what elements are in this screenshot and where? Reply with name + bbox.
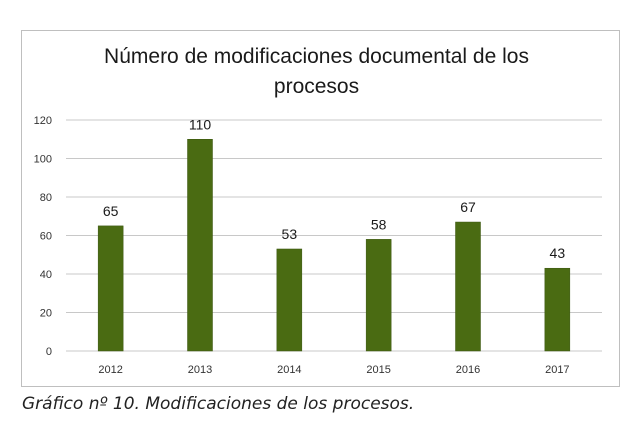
- y-axis-ticks: 0 20 40 60 80 100 120: [34, 115, 52, 358]
- figure-caption: Gráfico nº 10. Modificaciones de los pro…: [22, 394, 415, 414]
- y-tick-label: 80: [40, 192, 52, 204]
- x-tick-label-2012: 2012: [98, 364, 122, 376]
- x-axis-ticks: 2012 2013 2014 2015 2016 2017: [98, 364, 569, 376]
- data-label-2014: 53: [282, 226, 298, 242]
- y-tick-label: 100: [34, 154, 52, 166]
- y-tick-label: 20: [40, 308, 52, 320]
- bar-2014: [276, 248, 303, 352]
- data-label-2012: 65: [103, 203, 119, 219]
- x-tick-label-2014: 2014: [277, 364, 301, 376]
- y-tick-label: 40: [40, 269, 52, 281]
- data-label-2017: 43: [550, 245, 566, 261]
- bar-2015: [365, 239, 392, 352]
- chart-title: Número de modificaciones documental de l…: [0, 42, 633, 102]
- data-label-2013: 110: [189, 116, 212, 132]
- x-tick-label-2015: 2015: [366, 364, 390, 376]
- x-tick-label-2017: 2017: [545, 364, 569, 376]
- y-tick-label: 60: [40, 231, 52, 243]
- bar-2017: [544, 267, 571, 352]
- x-tick-label-2013: 2013: [188, 364, 212, 376]
- bar-2013: [187, 139, 213, 352]
- bar-2016: [455, 221, 481, 352]
- data-label-2016: 67: [460, 199, 476, 215]
- data-labels: 65 110 53 58 67 43: [103, 116, 565, 261]
- data-label-2015: 58: [371, 216, 387, 232]
- chart-title-line-1: Número de modificaciones documental de l…: [104, 45, 529, 68]
- x-tick-label-2016: 2016: [456, 364, 480, 376]
- y-tick-label: 0: [46, 346, 52, 358]
- y-tick-label: 120: [34, 115, 52, 127]
- chart-title-line-2: procesos: [273, 75, 360, 98]
- bars: [97, 139, 571, 352]
- gridlines: [66, 119, 602, 352]
- bar-2012: [97, 225, 124, 352]
